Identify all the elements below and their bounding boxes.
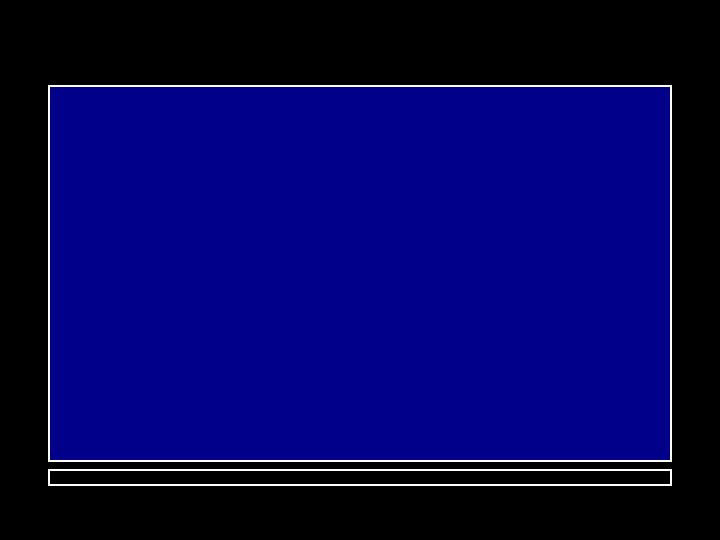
map-plot-area[interactable] <box>48 85 672 462</box>
sst-heatmap-canvas <box>50 87 670 460</box>
colorbar[interactable] <box>48 469 672 486</box>
map-graticule <box>50 87 670 460</box>
